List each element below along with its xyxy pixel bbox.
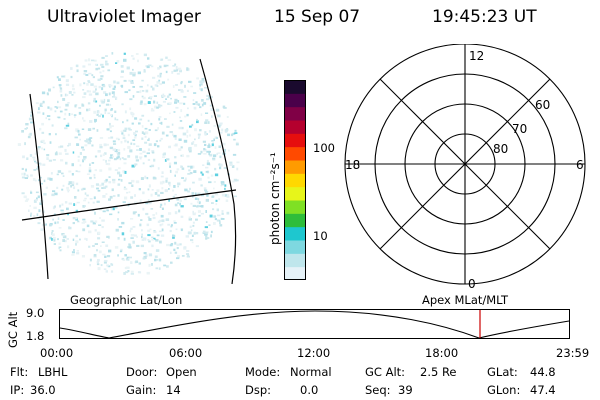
color-scale-bar — [284, 80, 306, 280]
colorbar-segment — [284, 146, 306, 161]
timeline-frame — [59, 309, 570, 339]
lat-label-80: 80 — [493, 142, 508, 156]
colorbar-segment — [284, 266, 306, 280]
info-dsp-value: 0.0 — [300, 383, 319, 397]
colorbar-tick-100: 100 — [313, 141, 335, 155]
info-glat-value: 44.8 — [530, 365, 556, 379]
timeline-x-tick-0600: 06:00 — [169, 346, 203, 360]
colorbar-segment — [284, 226, 306, 241]
time-label: 19:45:23 UT — [432, 7, 537, 27]
info-gain-value: 14 — [166, 383, 181, 397]
polar-mlat-mlt-plot: 12 18 6 0 60 70 80 — [344, 44, 586, 290]
geo-meridian-left — [29, 93, 49, 280]
info-ip-value: 36.0 — [30, 383, 56, 397]
colorbar-segment — [284, 93, 306, 108]
timeline-x-tick-0000: 00:00 — [40, 346, 74, 360]
uv-emission-disk — [17, 52, 240, 275]
timeline-x-tick-1800: 18:00 — [425, 346, 459, 360]
info-gain-label: Gain: — [126, 383, 157, 397]
info-glon-label: GLon: — [487, 383, 521, 397]
colorbar-segment — [284, 186, 306, 201]
colorbar-segment — [284, 253, 306, 268]
info-gcalt-label: GC Alt: — [365, 365, 406, 379]
info-ip-label: IP: — [10, 383, 25, 397]
mlt-label-0: 0 — [468, 277, 476, 290]
colorbar-segment — [284, 160, 306, 174]
geo-meridian-right — [199, 58, 237, 284]
lat-label-70: 70 — [512, 122, 527, 136]
timeline-y-tick-1-8: 1.8 — [26, 329, 45, 343]
timeline-right-caption: Apex MLat/MLT — [422, 293, 509, 307]
colorbar-segment — [284, 80, 306, 94]
info-door-label: Door: — [126, 365, 158, 379]
colorbar-segment — [284, 173, 306, 188]
colorbar-segment — [284, 133, 306, 148]
info-gcalt-value: 2.5 Re — [420, 365, 457, 379]
timeline-y-tick-9: 9.0 — [26, 306, 45, 320]
info-seq-label: Seq: — [365, 383, 391, 397]
info-glat-label: GLat: — [487, 365, 518, 379]
info-mode-label: Mode: — [245, 365, 281, 379]
info-door-value: Open — [166, 365, 197, 379]
timeline-x-tick-1200: 12:00 — [297, 346, 331, 360]
altitude-curve — [59, 310, 570, 339]
info-glon-value: 47.4 — [530, 383, 556, 397]
timeline-y-axis-title: GC Alt — [6, 311, 20, 348]
date-label: 15 Sep 07 — [274, 7, 361, 27]
instrument-title: Ultraviolet Imager — [47, 7, 201, 27]
mlt-label-12: 12 — [469, 49, 484, 63]
timeline-left-caption: Geographic Lat/Lon — [70, 293, 183, 307]
altitude-timeline-plot — [59, 309, 570, 339]
colorbar-unit-label: photon cm⁻²s⁻¹ — [268, 152, 282, 245]
mlt-label-6: 6 — [576, 158, 584, 172]
mlt-label-18: 18 — [345, 158, 360, 172]
colorbar-segment — [284, 240, 306, 254]
info-flt-value: LBHL — [38, 365, 68, 379]
colorbar-tick-10: 10 — [313, 229, 328, 243]
colorbar-segment — [284, 106, 306, 121]
timeline-x-tick-2359: 23:59 — [556, 346, 590, 360]
lat-label-60: 60 — [535, 98, 550, 112]
info-flt-label: Flt: — [10, 365, 29, 379]
colorbar-segment — [284, 200, 306, 214]
colorbar-segment — [284, 120, 306, 134]
mlt-diagonal-2 — [379, 78, 551, 250]
info-mode-value: Normal — [290, 365, 332, 379]
geo-latitude-line — [21, 189, 237, 221]
info-dsp-label: Dsp: — [245, 383, 272, 397]
colorbar-segment — [284, 213, 306, 228]
auroral-image — [17, 52, 240, 284]
info-seq-value: 39 — [398, 383, 413, 397]
